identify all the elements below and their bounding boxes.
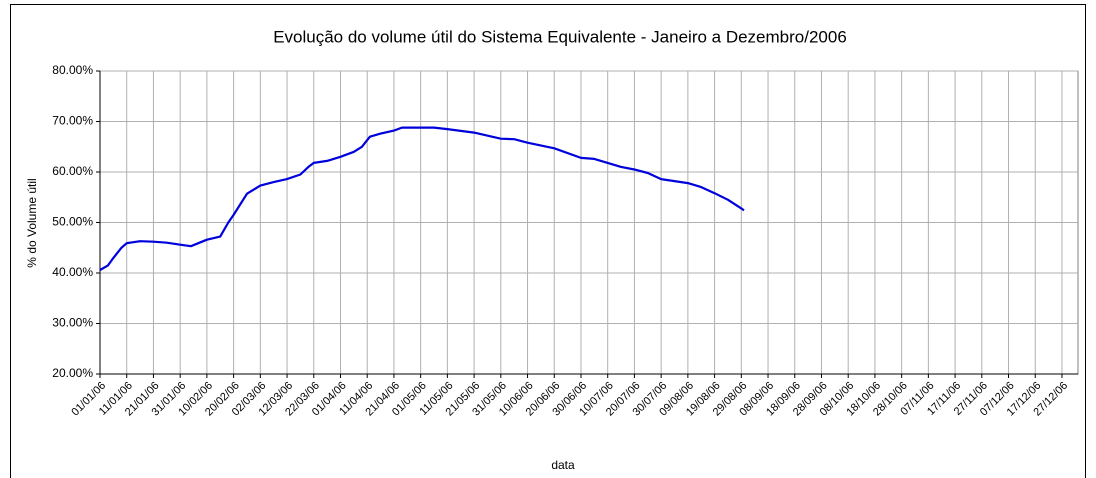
y-tick-label: 50.00% <box>52 215 93 229</box>
x-axis-label: data <box>551 458 575 472</box>
y-tick-label: 70.00% <box>52 114 93 128</box>
chart-title: Evolução do volume útil do Sistema Equiv… <box>273 27 847 46</box>
data-line <box>99 126 745 271</box>
y-axis-label: % do Volume útil <box>25 178 39 267</box>
y-tick-label: 80.00% <box>52 63 93 77</box>
y-tick-label: 20.00% <box>52 366 93 380</box>
y-tick-label: 60.00% <box>52 164 93 178</box>
y-tick-label: 30.00% <box>52 316 93 330</box>
y-tick-label: 40.00% <box>52 265 93 279</box>
